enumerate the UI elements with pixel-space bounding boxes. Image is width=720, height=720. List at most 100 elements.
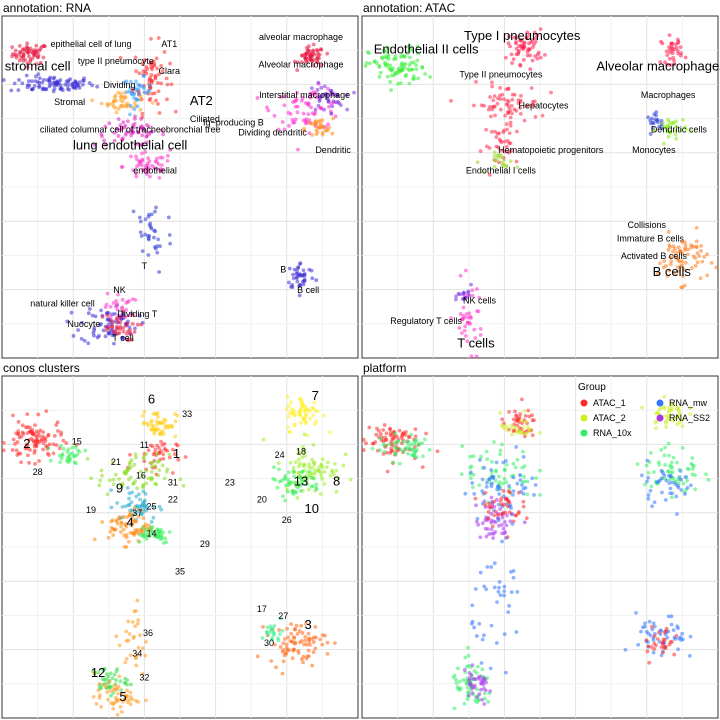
scatter-point bbox=[292, 474, 297, 479]
scatter-point bbox=[36, 412, 41, 417]
scatter-point bbox=[181, 483, 186, 488]
scatter-point bbox=[498, 486, 503, 491]
scatter-point bbox=[688, 405, 692, 410]
scatter-point bbox=[665, 273, 670, 278]
scatter-point bbox=[678, 411, 682, 415]
scatter-point bbox=[699, 243, 704, 248]
scatter-point bbox=[682, 267, 686, 272]
scatter-point bbox=[307, 469, 312, 474]
scatter-point bbox=[314, 278, 319, 283]
scatter-point bbox=[265, 630, 269, 635]
scatter-point bbox=[70, 451, 75, 456]
scatter-point bbox=[504, 497, 509, 502]
scatter-point bbox=[301, 282, 306, 287]
scatter-point bbox=[51, 451, 56, 456]
scatter-point bbox=[16, 419, 21, 424]
scatter-point bbox=[667, 408, 672, 413]
scatter-point bbox=[499, 155, 503, 160]
scatter-point bbox=[25, 46, 30, 51]
scatter-point bbox=[313, 624, 318, 629]
scatter-point bbox=[286, 477, 290, 482]
scatter-point bbox=[75, 81, 79, 86]
scatter-point bbox=[693, 487, 698, 492]
scatter-point bbox=[311, 413, 316, 418]
scatter-point bbox=[141, 489, 146, 494]
scatter-point bbox=[114, 126, 119, 131]
scatter-point bbox=[161, 132, 166, 137]
scatter-point bbox=[463, 268, 468, 273]
scatter-point bbox=[467, 663, 471, 668]
scatter-point bbox=[519, 93, 523, 98]
scatter-point bbox=[683, 260, 688, 265]
scatter-point bbox=[277, 479, 282, 484]
scatter-point bbox=[300, 402, 305, 407]
scatter-point bbox=[137, 92, 141, 97]
scatter-point bbox=[508, 519, 513, 524]
scatter-point bbox=[490, 524, 495, 529]
scatter-point bbox=[138, 633, 142, 638]
scatter-point bbox=[498, 410, 503, 415]
cluster-label: Endothelial II cells bbox=[374, 42, 479, 57]
cluster-label: epithelial cell of lung bbox=[50, 39, 131, 49]
scatter-point bbox=[674, 136, 679, 141]
scatter-point bbox=[109, 505, 114, 510]
scatter-point bbox=[107, 121, 112, 126]
scatter-point bbox=[401, 440, 406, 444]
scatter-point bbox=[130, 523, 135, 528]
scatter-point bbox=[308, 95, 313, 100]
scatter-point bbox=[314, 48, 319, 52]
scatter-point bbox=[505, 102, 510, 107]
scatter-point bbox=[661, 141, 666, 146]
scatter-point bbox=[691, 464, 696, 469]
scatter-point bbox=[312, 476, 316, 481]
scatter-point bbox=[514, 630, 519, 634]
scatter-point bbox=[282, 127, 287, 132]
scatter-point bbox=[400, 61, 404, 66]
scatter-point bbox=[705, 252, 710, 257]
scatter-point bbox=[309, 52, 313, 56]
scatter-point bbox=[515, 165, 520, 170]
scatter-point bbox=[676, 37, 680, 42]
scatter-point bbox=[510, 522, 515, 526]
cluster-label: Monocytes bbox=[632, 145, 676, 155]
scatter-point bbox=[470, 288, 475, 293]
scatter-point bbox=[378, 70, 383, 75]
scatter-point bbox=[510, 492, 515, 497]
scatter-point bbox=[106, 674, 111, 679]
scatter-point bbox=[466, 653, 471, 658]
legend-title: Group bbox=[578, 382, 606, 393]
scatter-point bbox=[496, 502, 501, 507]
scatter-point bbox=[135, 486, 139, 491]
scatter-point bbox=[378, 448, 382, 453]
scatter-point bbox=[149, 73, 154, 77]
cluster-label: Hepatocytes bbox=[519, 100, 570, 110]
scatter-point bbox=[705, 273, 710, 278]
scatter-point bbox=[266, 108, 271, 113]
scatter-point bbox=[154, 423, 159, 428]
scatter-point bbox=[309, 86, 314, 91]
scatter-point bbox=[457, 292, 462, 297]
scatter-point bbox=[139, 163, 144, 168]
scatter-point bbox=[524, 104, 529, 109]
scatter-point bbox=[499, 442, 504, 447]
scatter-point bbox=[100, 677, 105, 682]
scatter-point bbox=[511, 575, 516, 580]
scatter-point bbox=[127, 697, 132, 702]
scatter-point bbox=[454, 681, 459, 685]
scatter-point bbox=[477, 295, 482, 300]
scatter-point bbox=[156, 89, 161, 94]
scatter-point bbox=[148, 225, 153, 229]
scatter-point bbox=[652, 470, 656, 474]
scatter-point bbox=[138, 219, 143, 224]
scatter-point bbox=[286, 280, 291, 285]
scatter-point bbox=[139, 322, 144, 327]
scatter-point bbox=[136, 492, 141, 497]
scatter-point bbox=[152, 235, 156, 240]
scatter-point bbox=[138, 497, 143, 502]
scatter-point bbox=[285, 626, 289, 631]
scatter-point bbox=[260, 636, 265, 640]
scatter-point bbox=[285, 648, 290, 653]
scatter-point bbox=[148, 461, 153, 465]
scatter-point bbox=[115, 501, 120, 505]
scatter-point bbox=[646, 493, 651, 497]
